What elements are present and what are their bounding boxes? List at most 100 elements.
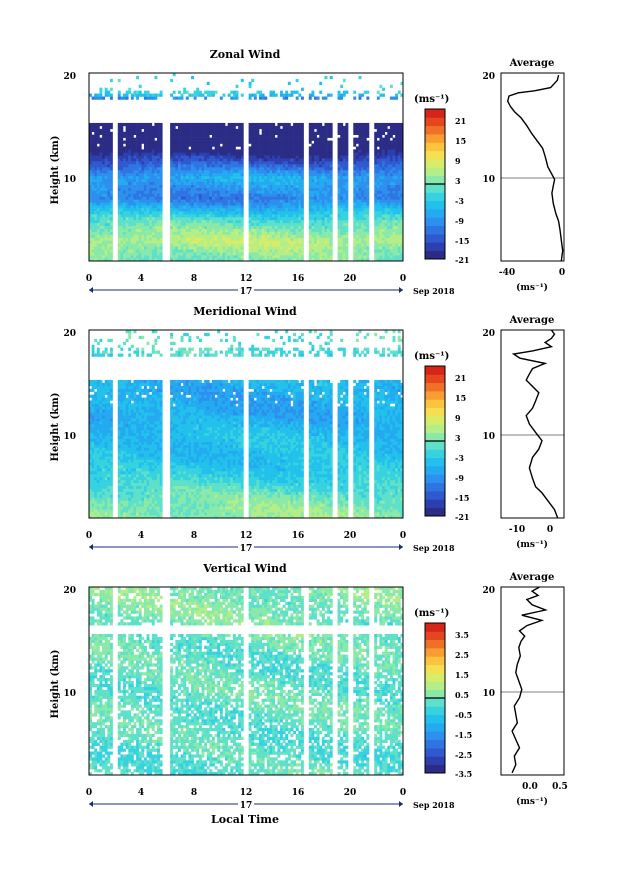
heatmap-cell <box>89 181 92 185</box>
heatmap-cell <box>198 128 202 133</box>
heatmap-cell <box>191 199 194 203</box>
heatmap-cell <box>214 249 218 253</box>
heatmap-cell <box>117 172 121 177</box>
heatmap-cell <box>177 137 181 141</box>
heatmap-cell <box>298 178 302 182</box>
heatmap-cell <box>327 193 331 197</box>
heatmap-cell <box>204 208 208 212</box>
heatmap-cell <box>177 211 181 215</box>
heatmap-cell <box>353 199 357 203</box>
heatmap-cell <box>193 93 197 97</box>
heatmap-cell <box>185 158 189 162</box>
heatmap-cell <box>117 190 121 194</box>
heatmap-cell <box>361 208 365 212</box>
heatmap-cell <box>225 178 228 182</box>
heatmap-cell <box>387 225 391 229</box>
heatmap-cell <box>259 172 262 177</box>
heatmap-cell <box>366 243 370 247</box>
heatmap-cell <box>376 234 380 238</box>
heatmap-cell <box>94 122 98 127</box>
heatmap-cell <box>261 161 265 165</box>
heatmap-cell <box>102 205 105 209</box>
heatmap-cell <box>157 190 160 194</box>
heatmap-cell <box>293 143 297 147</box>
heatmap-cell <box>188 184 192 188</box>
heatmap-cell <box>130 202 134 206</box>
heatmap-cell <box>138 219 142 224</box>
heatmap-cell <box>269 122 273 127</box>
heatmap-cell <box>389 202 393 206</box>
heatmap-cell <box>89 214 92 218</box>
heatmap-cell <box>285 249 289 253</box>
heatmap-cell <box>321 246 325 250</box>
heatmap-cell <box>379 237 383 241</box>
heatmap-cell <box>287 225 291 229</box>
heatmap-cell <box>180 125 184 130</box>
heatmap-cell <box>366 125 370 130</box>
heatmap-cell <box>185 155 189 159</box>
heatmap-cell <box>266 211 270 215</box>
heatmap-cell <box>248 208 252 212</box>
heatmap-cell <box>266 184 270 188</box>
heatmap-cell <box>363 243 367 247</box>
heatmap-cell <box>376 184 380 188</box>
heatmap-cell <box>157 143 160 147</box>
heatmap-cell <box>128 234 132 238</box>
heatmap-cell <box>157 122 160 127</box>
heatmap-cell <box>382 231 385 235</box>
heatmap-cell <box>94 190 98 194</box>
heatmap-cell <box>183 140 187 144</box>
heatmap-cell <box>235 93 239 97</box>
heatmap-cell <box>175 169 179 174</box>
heatmap-cell <box>225 125 228 130</box>
heatmap-cell <box>308 208 312 212</box>
heatmap-cell <box>277 255 281 259</box>
heatmap-cell <box>217 131 221 135</box>
heatmap-cell <box>285 158 289 162</box>
heatmap-cell <box>308 237 312 241</box>
heatmap-cell <box>107 167 111 171</box>
heatmap-cell <box>379 214 383 218</box>
heatmap-cell <box>392 128 396 133</box>
heatmap-cell <box>136 222 140 227</box>
heatmap-cell <box>109 231 113 235</box>
heatmap-cell <box>266 167 270 171</box>
heatmap-cell <box>154 255 158 259</box>
heatmap-cell <box>157 187 160 191</box>
heatmap-cell <box>311 258 315 261</box>
heatmap-cell <box>230 211 234 215</box>
heatmap-cell <box>117 222 121 227</box>
heatmap-cell <box>141 125 145 130</box>
heatmap-cell <box>324 167 328 171</box>
heatmap-cell <box>382 155 385 159</box>
heatmap-cell <box>282 152 286 156</box>
heatmap-cell <box>293 128 297 133</box>
heatmap-cell <box>102 216 105 221</box>
heatmap-cell <box>219 149 223 153</box>
heatmap-cell <box>272 181 276 185</box>
heatmap-cell <box>151 252 155 256</box>
heatmap-cell <box>272 202 276 206</box>
heatmap-cell <box>94 219 98 224</box>
heatmap-cell <box>136 214 140 218</box>
heatmap-cell <box>183 178 187 182</box>
heatmap-cell <box>295 137 299 141</box>
heatmap-cell <box>319 196 323 200</box>
heatmap-cell <box>277 219 281 224</box>
heatmap-cell <box>266 187 270 191</box>
heatmap-cell <box>185 178 189 182</box>
heatmap-cell <box>141 231 145 235</box>
heatmap-cell <box>374 205 378 209</box>
heatmap-cell <box>374 184 378 188</box>
heatmap-cell <box>157 131 160 135</box>
heatmap-cell <box>227 219 231 224</box>
heatmap-cell <box>327 211 331 215</box>
heatmap-cell <box>170 122 174 127</box>
heatmap-cell <box>329 234 333 238</box>
heatmap-cell <box>376 152 380 156</box>
heatmap-cell <box>256 231 260 235</box>
heatmap-cell <box>274 249 278 253</box>
heatmap-cell <box>107 231 111 235</box>
heatmap-cell <box>172 231 176 235</box>
heatmap-cell <box>314 175 317 180</box>
